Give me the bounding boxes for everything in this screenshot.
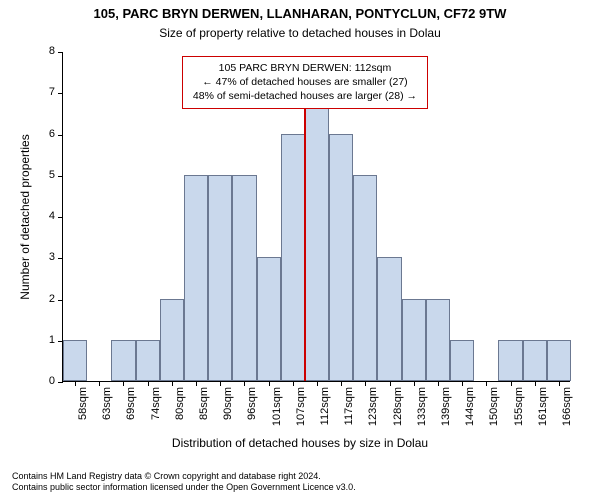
x-tick-label: 150sqm (488, 381, 500, 431)
x-tick-label: 85sqm (198, 381, 210, 431)
x-tick-label: 69sqm (125, 381, 137, 431)
y-tick-label: 6 (43, 128, 63, 140)
histogram-bar (377, 257, 401, 381)
y-tick-label: 2 (43, 293, 63, 305)
x-tick-label: 166sqm (561, 381, 573, 431)
attribution-text: Contains HM Land Registry data © Crown c… (12, 471, 356, 494)
histogram-bar (547, 340, 571, 381)
y-tick-label: 0 (43, 375, 63, 387)
x-tick-label: 96sqm (246, 381, 258, 431)
y-tick-label: 5 (43, 169, 63, 181)
annotation-box: 105 PARC BRYN DERWEN: 112sqm← 47% of det… (182, 56, 428, 109)
x-tick-label: 117sqm (343, 381, 355, 431)
histogram-bar (160, 299, 184, 382)
x-tick-label: 63sqm (101, 381, 113, 431)
x-tick-label: 144sqm (464, 381, 476, 431)
y-tick-label: 3 (43, 251, 63, 263)
x-tick-label: 90sqm (222, 381, 234, 431)
x-tick-label: 128sqm (392, 381, 404, 431)
x-tick-label: 80sqm (174, 381, 186, 431)
x-tick-label: 155sqm (513, 381, 525, 431)
histogram-bar (305, 92, 329, 381)
annotation-line: 48% of semi-detached houses are larger (… (193, 89, 417, 103)
x-axis-label: Distribution of detached houses by size … (0, 436, 600, 450)
annotation-line: ← 47% of detached houses are smaller (27… (193, 75, 417, 89)
histogram-bar (402, 299, 426, 382)
chart-title: 105, PARC BRYN DERWEN, LLANHARAN, PONTYC… (0, 6, 600, 21)
histogram-bar (232, 175, 256, 381)
y-tick-label: 8 (43, 45, 63, 57)
histogram-bar (111, 340, 135, 381)
histogram-bar (450, 340, 474, 381)
histogram-bar (257, 257, 281, 381)
chart-subtitle: Size of property relative to detached ho… (0, 26, 600, 40)
histogram-bar (208, 175, 232, 381)
x-tick-label: 161sqm (537, 381, 549, 431)
annotation-line: 105 PARC BRYN DERWEN: 112sqm (193, 61, 417, 75)
x-tick-label: 58sqm (77, 381, 89, 431)
x-tick-label: 107sqm (295, 381, 307, 431)
x-tick-label: 139sqm (440, 381, 452, 431)
histogram-bar (523, 340, 547, 381)
histogram-bar (184, 175, 208, 381)
histogram-bar (498, 340, 522, 381)
histogram-bar (63, 340, 87, 381)
reference-marker (304, 84, 306, 381)
y-tick-label: 7 (43, 86, 63, 98)
histogram-bar (353, 175, 377, 381)
x-tick-label: 123sqm (367, 381, 379, 431)
histogram-bar (136, 340, 160, 381)
histogram-bar (426, 299, 450, 382)
x-tick-label: 74sqm (150, 381, 162, 431)
y-tick-label: 1 (43, 334, 63, 346)
y-tick-label: 4 (43, 210, 63, 222)
histogram-bar (281, 134, 305, 382)
plot-area: 01234567858sqm63sqm69sqm74sqm80sqm85sqm9… (62, 52, 570, 382)
x-tick-label: 133sqm (416, 381, 428, 431)
y-axis-label: Number of detached properties (18, 117, 32, 317)
histogram-bar (329, 134, 353, 382)
x-tick-label: 101sqm (271, 381, 283, 431)
x-tick-label: 112sqm (319, 381, 331, 431)
